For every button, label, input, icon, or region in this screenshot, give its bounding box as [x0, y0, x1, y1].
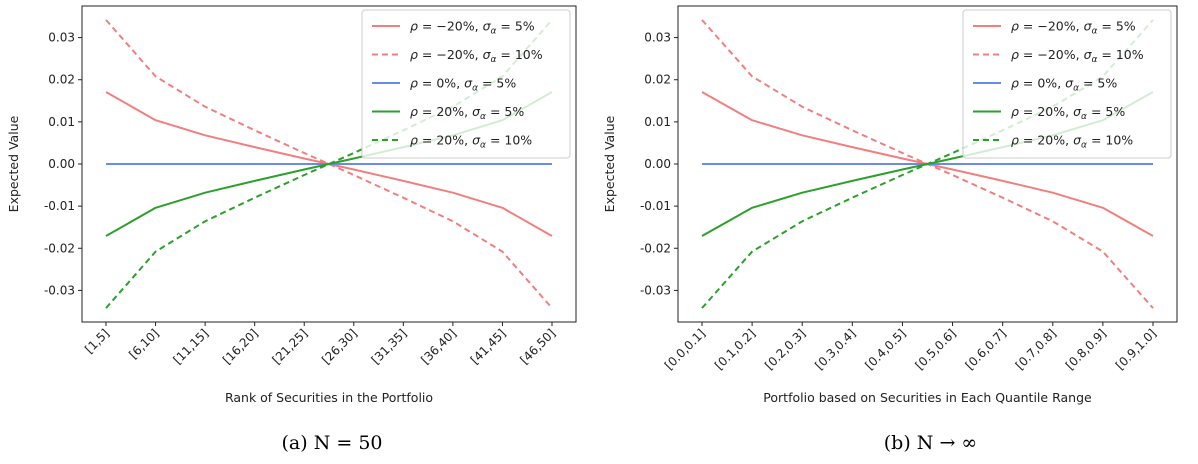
x-tick-label: [16,20] [220, 326, 261, 367]
y-tick-label: 0.01 [48, 115, 75, 129]
legend-label: ρ = 0%, σα = 5% [410, 76, 516, 94]
legend-label: ρ = 20%, σα = 10% [1011, 133, 1133, 151]
x-tick-label: [0.2,0.3] [762, 326, 808, 372]
x-tick-label: [6,10] [126, 326, 161, 361]
y-tick-label: -0.02 [640, 241, 671, 255]
x-tick-label: [0.5,0.6] [912, 326, 958, 372]
x-tick-label: [0.0,0.1] [662, 326, 708, 372]
y-tick-label: 0.01 [644, 115, 671, 129]
chart-panel-a: -0.03 -0.02 -0.01 0.00 0.01 0.02 0.03 [1,5] [6,1… [6, 5, 577, 454]
x-tick-label: [0.3,0.4] [812, 326, 858, 372]
chart-panel-b: -0.03 -0.02 -0.01 0.00 0.01 0.02 0.03 [0.0,0.1]… [599, 0, 1198, 464]
legend: ρ = −20%, σα = 5% ρ = −20%, σα = 10% ρ = 0… [361, 9, 571, 159]
x-tick-label: [46,50] [517, 326, 558, 367]
y-tick-label: 0.00 [48, 157, 75, 171]
legend-label: ρ = −20%, σα = 10% [410, 47, 543, 65]
legend-label: ρ = −20%, σα = 10% [1011, 47, 1144, 65]
x-tick-label: [0.1,0.2] [712, 326, 758, 372]
series-line [105, 19, 553, 309]
x-tick-label: [36,40] [418, 326, 459, 367]
series-line [701, 19, 1154, 309]
x-tick-label: [26,30] [319, 326, 360, 367]
y-tick-label: 0.03 [644, 31, 671, 45]
x-tick-label: [0.8,0.9] [1063, 326, 1109, 372]
y-tick-label: -0.03 [640, 283, 671, 297]
y-tick-label: 0.03 [48, 31, 75, 45]
x-tick-label: [1,5] [82, 326, 112, 356]
legend-label: ρ = 20%, σα = 5% [410, 104, 524, 122]
x-tick-label: [41,45] [468, 326, 509, 367]
y-tick-label: -0.01 [640, 199, 671, 213]
chart-caption: (b) N → ∞ [884, 432, 977, 454]
chart-caption: (a) N = 50 [282, 432, 383, 454]
series-group [701, 19, 1154, 309]
y-tick-label: 0.02 [644, 73, 671, 87]
x-tick-label: [31,35] [369, 326, 410, 367]
y-tick-label: -0.01 [44, 199, 75, 213]
legend-label: ρ = 20%, σα = 5% [1011, 104, 1125, 122]
y-tick-label: 0.02 [48, 73, 75, 87]
x-tick-label: [11,15] [170, 326, 211, 367]
x-tick-label: [21,25] [270, 326, 311, 367]
x-tick-label: [0.7,0.8] [1013, 326, 1059, 372]
x-axis-label: Rank of Securities in the Portfolio [225, 390, 433, 405]
legend-box [361, 9, 571, 159]
y-tick-label: 0.00 [644, 157, 671, 171]
legend-label: ρ = 20%, σα = 10% [410, 133, 532, 151]
legend-box [962, 9, 1172, 159]
y-axis-label: Expected Value [602, 115, 617, 212]
legend-label: ρ = −20%, σα = 5% [1011, 19, 1136, 37]
legend: ρ = −20%, σα = 5% ρ = −20%, σα = 10% ρ = 0… [962, 9, 1172, 159]
x-tick-label: [0.4,0.5] [862, 326, 908, 372]
y-axis-label: Expected Value [6, 115, 21, 212]
y-tick-label: -0.03 [44, 283, 75, 297]
chart-a-svg: -0.03 -0.02 -0.01 0.00 0.01 0.02 0.03 [1,5] [6,1… [6, 5, 577, 454]
legend-label: ρ = −20%, σα = 5% [410, 19, 535, 37]
y-tick-label: -0.02 [44, 241, 75, 255]
x-tick-label: [0.9,1.0] [1113, 326, 1159, 372]
x-axis-label: Portfolio based on Securities in Each Qu… [763, 390, 1092, 405]
chart-b-svg: -0.03 -0.02 -0.01 0.00 0.01 0.02 0.03 [0.0,0.1]… [602, 5, 1178, 454]
legend-label: ρ = 0%, σα = 5% [1011, 76, 1117, 94]
x-tick-label: [0.6,0.7] [963, 326, 1009, 372]
